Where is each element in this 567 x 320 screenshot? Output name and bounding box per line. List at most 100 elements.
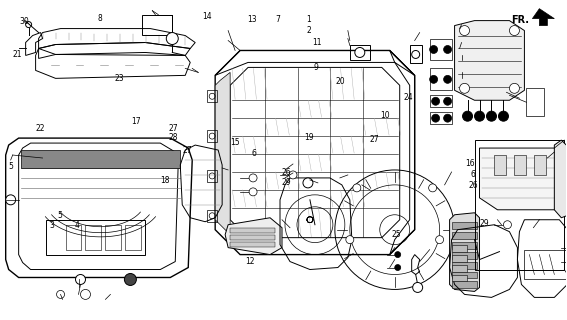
Circle shape [503, 221, 511, 229]
Bar [430, 112, 451, 124]
Text: 3: 3 [49, 221, 54, 230]
Circle shape [509, 83, 519, 93]
Bar [475, 140, 564, 269]
Text: 16: 16 [466, 159, 475, 168]
Circle shape [289, 171, 297, 179]
Polygon shape [215, 72, 230, 235]
Text: 26: 26 [468, 181, 478, 190]
Text: 27: 27 [183, 146, 192, 155]
Bar [451, 252, 476, 259]
Circle shape [430, 45, 438, 53]
Bar [45, 220, 145, 255]
Bar [451, 265, 467, 271]
Polygon shape [450, 213, 480, 292]
Polygon shape [455, 20, 524, 100]
Text: 29: 29 [282, 178, 291, 187]
Text: 15: 15 [231, 138, 240, 147]
Circle shape [249, 174, 257, 182]
Text: 6: 6 [252, 149, 256, 158]
Text: 27: 27 [168, 124, 178, 132]
Bar [451, 222, 476, 229]
Circle shape [498, 111, 509, 121]
Circle shape [395, 265, 401, 270]
Circle shape [124, 274, 136, 285]
Bar [430, 68, 451, 90]
Circle shape [435, 236, 443, 244]
Text: 22: 22 [36, 124, 45, 132]
Bar [451, 255, 467, 261]
Bar [125, 225, 141, 250]
Circle shape [486, 111, 497, 121]
Circle shape [430, 76, 438, 83]
Text: 20: 20 [335, 77, 345, 86]
Bar [524, 250, 566, 279]
Circle shape [249, 188, 257, 196]
Text: 9: 9 [314, 63, 319, 72]
Text: 28: 28 [168, 133, 178, 142]
Circle shape [6, 195, 16, 205]
Text: 5: 5 [58, 211, 62, 220]
Bar [451, 242, 476, 249]
Bar [207, 210, 217, 222]
Bar [207, 130, 217, 142]
Bar [451, 232, 476, 239]
Bar [514, 155, 526, 175]
Bar [105, 225, 121, 250]
Bar [230, 228, 275, 233]
Text: 4: 4 [75, 221, 79, 230]
Text: 19: 19 [304, 133, 314, 142]
Text: 6: 6 [471, 170, 475, 179]
Text: 23: 23 [115, 74, 124, 83]
Bar [451, 271, 476, 278]
Circle shape [26, 22, 32, 28]
Circle shape [443, 97, 451, 105]
Circle shape [412, 51, 420, 59]
Polygon shape [225, 218, 282, 255]
Bar [86, 225, 101, 250]
Text: 8: 8 [98, 14, 102, 23]
Polygon shape [555, 140, 567, 218]
Bar [20, 150, 180, 168]
Circle shape [346, 236, 354, 244]
Bar [142, 15, 172, 35]
Circle shape [303, 178, 313, 188]
Text: 29: 29 [480, 219, 489, 228]
Bar [451, 275, 467, 282]
Text: 18: 18 [160, 176, 170, 185]
Circle shape [509, 26, 519, 36]
Text: 5: 5 [9, 162, 13, 171]
Bar [534, 155, 547, 175]
Text: 26: 26 [282, 168, 291, 177]
Bar [207, 90, 217, 102]
Text: 10: 10 [380, 111, 390, 120]
Text: 25: 25 [392, 230, 401, 239]
Bar [451, 261, 476, 268]
Text: 2: 2 [307, 27, 311, 36]
Bar [66, 225, 82, 250]
Bar [430, 95, 451, 107]
Circle shape [166, 33, 178, 44]
Circle shape [431, 97, 439, 105]
Circle shape [460, 83, 469, 93]
Circle shape [429, 184, 437, 192]
Circle shape [75, 275, 86, 284]
Circle shape [443, 45, 451, 53]
Bar [494, 155, 506, 175]
Text: 13: 13 [248, 15, 257, 24]
Text: FR.: FR. [511, 15, 530, 25]
Circle shape [413, 283, 422, 292]
Circle shape [460, 26, 469, 36]
Bar [430, 38, 451, 60]
Text: 24: 24 [403, 93, 413, 102]
Bar [230, 235, 275, 240]
Bar [350, 45, 370, 60]
Bar [451, 244, 467, 252]
Circle shape [81, 289, 91, 300]
Circle shape [443, 114, 451, 122]
Bar [526, 88, 544, 116]
Text: 11: 11 [312, 38, 322, 47]
Circle shape [355, 47, 365, 58]
Circle shape [431, 114, 439, 122]
Text: 12: 12 [245, 258, 255, 267]
Text: 7: 7 [276, 15, 280, 24]
